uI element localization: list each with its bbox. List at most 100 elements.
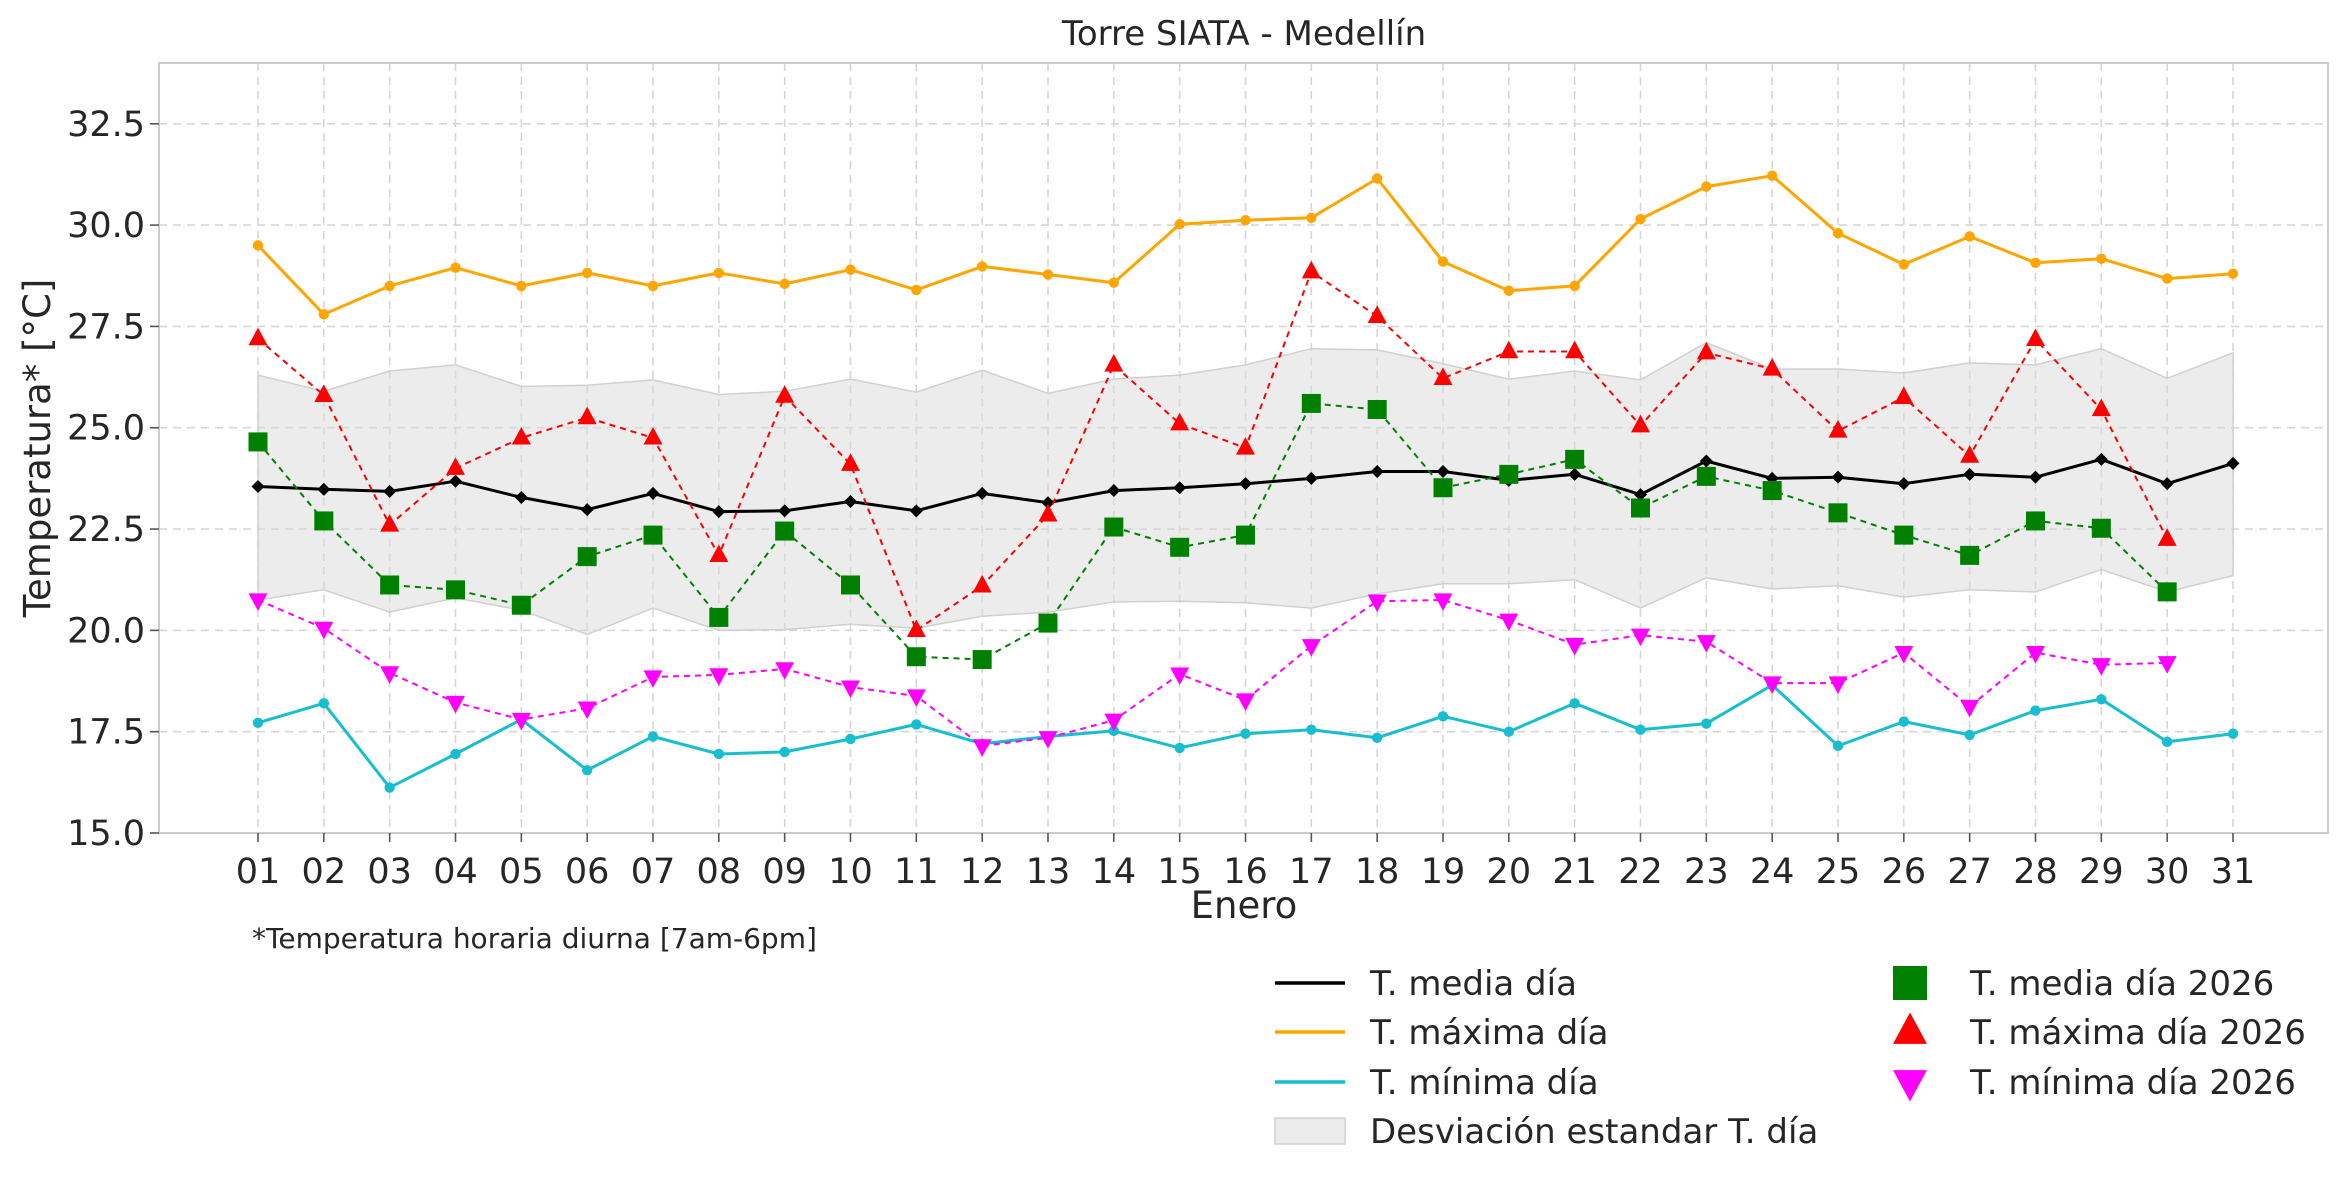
data-point	[713, 267, 725, 279]
data-point	[909, 504, 923, 518]
x-tick-label: 04	[433, 852, 478, 892]
data-point	[384, 782, 395, 793]
data-point	[2227, 268, 2239, 279]
data-point	[2091, 518, 2111, 538]
data-point	[1762, 358, 1782, 376]
data-point	[2025, 511, 2045, 531]
data-point	[906, 689, 926, 707]
legend-label: T. mínima día 2026	[1969, 1063, 2296, 1103]
data-point	[1436, 465, 1450, 479]
data-point	[1367, 400, 1387, 419]
data-point	[1630, 628, 1650, 647]
legend-label: T. mínima día	[1369, 1063, 1599, 1103]
data-point	[1433, 478, 1453, 498]
plot-frame	[158, 62, 2329, 834]
data-point	[577, 701, 597, 720]
data-point	[1170, 537, 1190, 557]
data-point	[1104, 353, 1124, 372]
data-point	[1762, 676, 1782, 694]
x-axis: 01 02 03 04 05 06 07 08 09 10 11 12 13 14 15 16 17 18 19 20…	[236, 833, 2256, 892]
legend-item-media-2026: T. media día 2026	[1893, 964, 2274, 1004]
data-point	[2025, 646, 2045, 664]
x-tick-label: 03	[367, 852, 412, 892]
data-point	[445, 580, 465, 600]
data-point	[1960, 699, 1980, 718]
data-point	[1832, 740, 1844, 752]
legend-label: T. media día 2026	[1969, 964, 2274, 1004]
data-point	[1104, 713, 1124, 732]
data-point	[1701, 718, 1712, 729]
data-point	[1170, 667, 1190, 686]
chart-title: Torre SIATA - Medellín	[1061, 14, 1426, 54]
series-minima-2026	[248, 593, 2177, 757]
data-point	[1635, 213, 1646, 225]
data-point	[1701, 181, 1712, 192]
data-point	[906, 619, 926, 638]
x-tick-label: 10	[828, 852, 873, 892]
data-point	[1699, 454, 1713, 468]
data-point	[1170, 412, 1190, 431]
data-point	[514, 490, 528, 504]
x-tick-label: 20	[1487, 852, 1532, 892]
data-point	[1367, 594, 1387, 613]
data-point	[450, 262, 461, 273]
y-axis: 15.0 17.5 20.0 22.5 25.0 27.5 30.0 32.5	[67, 105, 159, 854]
data-point	[1041, 496, 1055, 510]
data-point	[840, 680, 860, 699]
series-line	[257, 402, 2168, 661]
data-point	[643, 426, 663, 445]
data-point	[911, 284, 922, 296]
data-point	[1633, 488, 1647, 502]
data-point	[1370, 465, 1384, 479]
x-tick-label: 05	[499, 852, 544, 892]
y-tick-label: 22.5	[67, 510, 145, 550]
x-tick-label: 12	[960, 852, 1005, 892]
data-point	[1499, 340, 1519, 359]
data-point	[248, 327, 268, 346]
data-point	[314, 511, 334, 531]
data-point	[2025, 328, 2045, 347]
data-point	[1766, 170, 1778, 181]
data-point	[775, 662, 795, 680]
data-point	[840, 453, 860, 471]
series-layer	[248, 170, 2240, 793]
data-point	[1038, 731, 1058, 749]
data-point	[976, 261, 988, 272]
data-point	[2028, 470, 2042, 484]
legend-label: T. máxima día 2026	[1969, 1013, 2306, 1053]
data-point	[1568, 467, 1582, 481]
legend-label: T. media día	[1369, 964, 1577, 1004]
data-point	[314, 621, 334, 640]
data-point	[1898, 716, 1910, 727]
data-point	[511, 595, 531, 615]
data-point	[1306, 724, 1317, 735]
data-point	[383, 484, 397, 498]
legend-swatch	[1274, 1117, 1346, 1145]
data-point	[2091, 658, 2111, 676]
x-tick-label: 26	[1882, 852, 1927, 892]
data-point	[709, 668, 729, 686]
legend-label: Desviación estandar T. día	[1370, 1112, 1818, 1152]
y-tick-label: 27.5	[67, 307, 145, 347]
data-point	[840, 575, 860, 595]
series-minima	[252, 679, 2239, 793]
data-point	[1301, 260, 1321, 279]
data-point	[1630, 414, 1650, 433]
data-point	[1437, 256, 1449, 267]
data-point	[2096, 253, 2107, 264]
x-tick-label: 23	[1684, 852, 1729, 892]
data-point	[577, 547, 597, 567]
x-tick-label: 27	[1947, 852, 1992, 892]
data-point	[1828, 503, 1848, 523]
x-tick-label: 31	[2211, 852, 2256, 892]
data-point	[2226, 456, 2240, 470]
data-point	[1235, 525, 1255, 545]
data-point	[1964, 729, 1975, 741]
x-tick-label: 22	[1618, 852, 1663, 892]
data-point	[1696, 635, 1716, 653]
data-point	[1898, 259, 1910, 270]
data-point	[1499, 613, 1519, 632]
y-tick-label: 15.0	[67, 814, 145, 854]
data-point	[1569, 698, 1580, 709]
